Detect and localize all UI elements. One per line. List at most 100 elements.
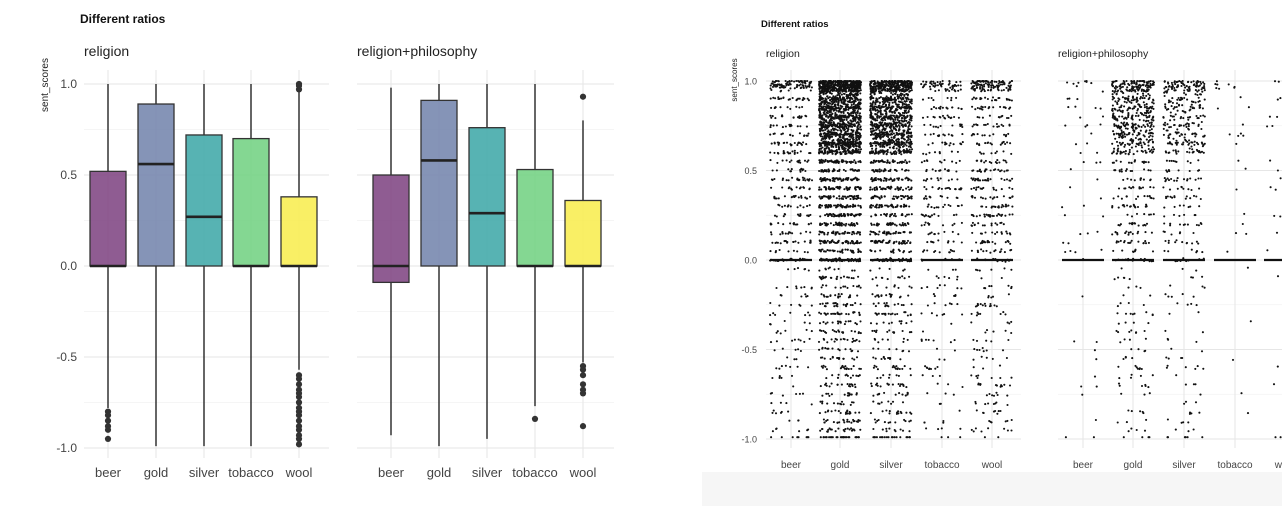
jitter-point	[879, 267, 881, 269]
jitter-point	[903, 161, 905, 163]
jitter-point	[859, 141, 861, 143]
x-tick-label: silver	[879, 460, 903, 471]
jitter-point	[910, 374, 912, 376]
jitter-point	[808, 188, 810, 190]
jitter-point	[834, 169, 836, 171]
x-tick-label: gold	[831, 460, 850, 471]
jitter-point	[893, 99, 895, 101]
jitter-point	[798, 196, 800, 198]
jitter-point	[830, 151, 832, 153]
jitter-point	[890, 125, 892, 127]
jitter-point	[875, 145, 877, 147]
jitter-point	[889, 109, 891, 111]
jitter-point	[884, 110, 886, 112]
jitter-point	[769, 302, 771, 304]
jitter-point	[822, 160, 824, 162]
jitter-point	[955, 97, 957, 99]
jitter-point	[876, 223, 878, 225]
jitter-point	[890, 214, 892, 216]
jitter-point	[876, 436, 878, 438]
jitter-point	[844, 365, 846, 367]
jitter-point	[889, 82, 891, 84]
outlier-point	[105, 436, 111, 442]
chart-title: Different ratios	[80, 12, 166, 26]
jitter-point	[850, 214, 852, 216]
jitter-point	[898, 117, 900, 119]
jitter-point	[855, 161, 857, 163]
box-silver	[186, 135, 222, 266]
jitter-point	[854, 340, 856, 342]
jitter-point	[878, 105, 880, 107]
jitter-point	[846, 367, 848, 369]
jitter-point	[828, 147, 830, 149]
jitter-point	[850, 377, 852, 379]
jitter-point	[895, 86, 897, 88]
jitter-point	[775, 80, 777, 82]
jitter-point	[848, 151, 850, 153]
jitter-point	[856, 195, 858, 197]
outlier-point	[580, 94, 586, 100]
jitter-point	[779, 106, 781, 108]
jitter-point	[823, 338, 825, 340]
jitter-point	[873, 330, 875, 332]
jitter-point	[843, 149, 845, 151]
jitter-point	[856, 132, 858, 134]
jitter-point	[851, 88, 853, 90]
jitter-point	[819, 430, 821, 432]
jitter-point	[894, 97, 896, 99]
jitter-point	[845, 436, 847, 438]
jitter-point	[875, 170, 877, 172]
jitter-point	[787, 106, 789, 108]
jitter-point	[790, 144, 792, 146]
jitter-point	[843, 97, 845, 99]
jitter-point	[844, 394, 846, 396]
jitter-point	[859, 84, 861, 86]
jitter-point	[824, 411, 826, 413]
jitter-point	[849, 97, 851, 99]
jitter-point	[843, 276, 845, 278]
jitter-point	[837, 348, 839, 350]
jitter-point	[797, 242, 799, 244]
jitter-point	[910, 144, 912, 146]
jitter-point	[875, 313, 877, 315]
jitter-point	[837, 428, 839, 430]
jitter-point	[824, 313, 826, 315]
jitter-point	[904, 101, 906, 103]
jitter-point	[889, 293, 891, 295]
jitter-point	[792, 385, 794, 387]
jitter-point	[895, 241, 897, 243]
jitter-point	[910, 313, 912, 315]
jitter-point	[777, 142, 779, 144]
jitter-point	[788, 80, 790, 82]
jitter-point	[853, 365, 855, 367]
jitter-point	[832, 106, 834, 108]
jitter-point	[851, 97, 853, 99]
jitter-point	[905, 188, 907, 190]
jitter-point	[824, 89, 826, 91]
jitter-point	[782, 133, 784, 135]
jitter-point	[860, 188, 862, 190]
jitter-point	[873, 105, 875, 107]
jitter-point	[888, 143, 890, 145]
jitter-point	[843, 112, 845, 114]
jitter-point	[772, 97, 774, 99]
jitter-point	[860, 125, 862, 127]
jitter-point	[859, 92, 861, 94]
jitter-point	[789, 108, 791, 110]
jitter-point	[827, 431, 829, 433]
jitter-point	[832, 86, 834, 88]
jitter-point	[804, 160, 806, 162]
jitter-point	[811, 403, 813, 405]
jitter-point	[806, 436, 808, 438]
jitter-point	[841, 293, 843, 295]
y-tick-label: -0.5	[741, 345, 757, 355]
jitter-point	[838, 421, 840, 423]
jitter-point	[829, 180, 831, 182]
jitter-point	[840, 436, 842, 438]
jitter-point	[896, 206, 898, 208]
jitter-point	[873, 436, 875, 438]
jitter-point	[898, 383, 900, 385]
jitter-point	[833, 178, 835, 180]
jitter-point	[801, 168, 803, 170]
jitter-point	[790, 304, 792, 306]
